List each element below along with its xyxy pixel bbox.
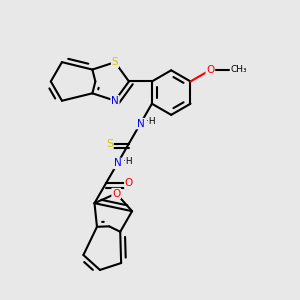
Text: O: O	[125, 178, 133, 188]
Text: N: N	[136, 118, 144, 129]
Text: N: N	[114, 158, 121, 168]
Text: ·H: ·H	[123, 157, 133, 166]
Text: S: S	[106, 139, 113, 148]
Text: S: S	[112, 57, 118, 67]
Text: CH₃: CH₃	[230, 65, 247, 74]
Text: O: O	[112, 188, 120, 199]
Text: O: O	[206, 65, 214, 75]
Text: ·H: ·H	[146, 117, 156, 126]
Text: N: N	[111, 96, 119, 106]
